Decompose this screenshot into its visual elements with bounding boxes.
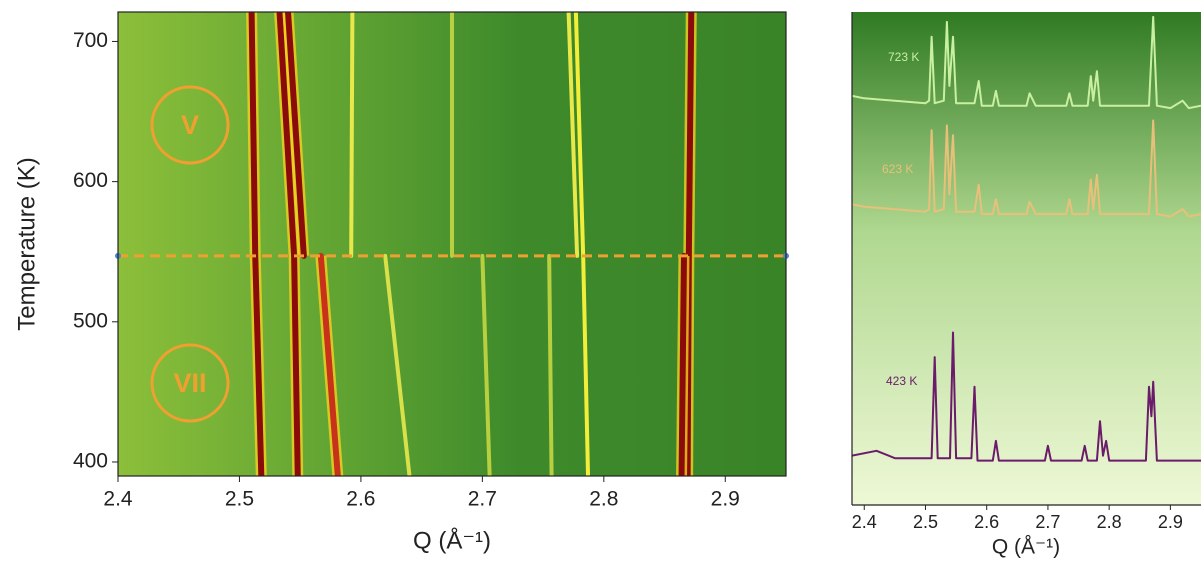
phase-label: V: [181, 110, 199, 140]
phase-circle: [150, 343, 230, 423]
x-tick-label: 2.4: [103, 488, 133, 511]
y-axis-title: Temperature (K): [13, 157, 40, 330]
streak: [566, 12, 580, 258]
x-tick-label: 2.6: [974, 512, 999, 532]
streak: [349, 12, 355, 258]
x-axis-title: Q (Å⁻¹): [992, 536, 1060, 559]
x-tick-label: 2.5: [913, 512, 938, 532]
pattern-line: [852, 331, 1201, 462]
x-tick-label: 2.6: [346, 488, 375, 511]
streak: [317, 252, 341, 476]
x-tick-label: 2.7: [468, 488, 497, 511]
phase-circle: [150, 85, 230, 165]
streak: [684, 12, 695, 476]
axes: V VII 2.4 2.5 2.6 2.7 2.8 2.9 400 500 600 700 723 K 6…: [73, 29, 1183, 532]
x-tick-label: 2.7: [1035, 512, 1060, 532]
x-axis-title: Q (Å⁻¹): [413, 526, 491, 554]
y-tick-label: 700: [73, 29, 108, 52]
streak: [480, 253, 492, 476]
streak: [678, 252, 687, 476]
phase-label: VII: [173, 368, 206, 398]
plot-frame: [117, 11, 787, 477]
x-tick-label: 2.9: [1158, 512, 1183, 532]
pattern-line: [852, 15, 1201, 110]
y-tick-label: 500: [73, 309, 108, 332]
streak: [547, 253, 554, 476]
streak: [383, 253, 412, 476]
series-label: 723 K: [888, 50, 919, 64]
pattern-line: [852, 119, 1201, 218]
y-tick-label: 400: [73, 450, 108, 473]
patterns: [852, 15, 1201, 462]
x-tick-label: 2.4: [852, 512, 877, 532]
series-label: 423 K: [886, 374, 917, 388]
streak: [285, 12, 307, 259]
pattern-background: [852, 12, 1201, 505]
x-tick-label: 2.8: [589, 488, 618, 511]
x-tick-label: 2.9: [711, 488, 740, 511]
x-tick-label: 2.5: [225, 488, 254, 511]
series-label: 623 K: [882, 162, 913, 176]
y-tick-label: 600: [73, 169, 108, 192]
x-tick-label: 2.8: [1097, 512, 1122, 532]
